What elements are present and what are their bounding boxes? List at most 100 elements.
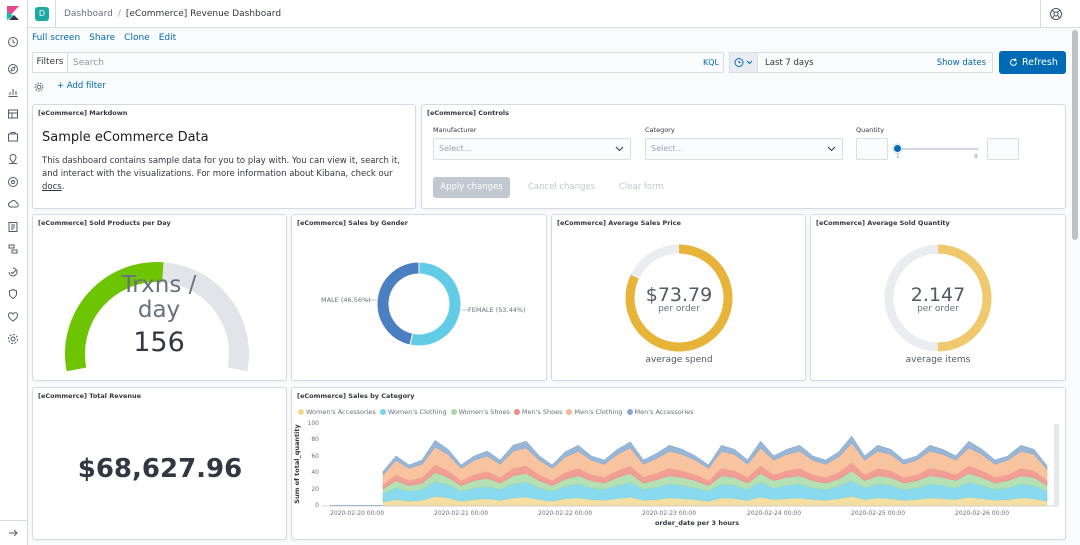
apm-icon[interactable] bbox=[7, 243, 19, 255]
full-screen-link[interactable]: Full screen bbox=[32, 33, 81, 43]
gauge-label-line1: Trxns / bbox=[121, 272, 197, 298]
visualize-icon[interactable] bbox=[7, 86, 19, 98]
gender-donut-chart bbox=[365, 261, 468, 347]
legend-swatch bbox=[450, 409, 457, 415]
legend-swatch bbox=[298, 409, 304, 415]
gauge-value: 156 bbox=[133, 327, 185, 358]
chart-legend: Women's Accessories Women's Clothing Women… bbox=[298, 408, 698, 416]
category-select[interactable]: Select... bbox=[645, 138, 843, 160]
area-series-5[interactable] bbox=[382, 435, 1048, 476]
legend-item[interactable]: Men's Shoes bbox=[513, 408, 563, 416]
manufacturer-select[interactable]: Select... bbox=[433, 138, 631, 160]
x-tick-label: 2020-02-24 00:00 bbox=[747, 510, 802, 517]
category-placeholder: Select... bbox=[651, 144, 684, 153]
markdown-body: This dashboard contains sample data for … bbox=[42, 155, 414, 194]
gauge-label-line2: day bbox=[137, 297, 181, 323]
dashboard-icon[interactable] bbox=[7, 108, 19, 120]
ml-icon[interactable] bbox=[7, 176, 19, 188]
show-dates-link[interactable]: Show dates bbox=[936, 58, 986, 68]
refresh-button[interactable]: Refresh bbox=[999, 51, 1066, 74]
breadcrumb-dashboard[interactable]: Dashboard bbox=[64, 9, 113, 19]
legend-item[interactable]: Men's Accessories bbox=[626, 408, 694, 416]
slider-min-tick: 1 bbox=[896, 153, 900, 160]
legend-item[interactable]: Women's Shoes bbox=[450, 408, 510, 416]
x-tick-label: 2020-02-22 00:00 bbox=[538, 510, 593, 517]
refresh-icon bbox=[1010, 58, 1017, 66]
discover-icon[interactable] bbox=[7, 63, 19, 75]
panel-title: [eCommerce] Total Revenue bbox=[38, 392, 142, 400]
female-slice[interactable] bbox=[409, 261, 462, 347]
y-tick-label: 60 bbox=[311, 452, 319, 460]
legend-item[interactable]: Women's Accessories bbox=[298, 408, 376, 416]
panel-title: [eCommerce] Sales by Category bbox=[297, 392, 415, 400]
chevron-down-icon bbox=[615, 146, 624, 152]
canvas-icon[interactable] bbox=[7, 131, 19, 143]
cancel-changes-button[interactable]: Cancel changes bbox=[528, 182, 596, 192]
gauge-fill bbox=[65, 262, 164, 372]
quantity-slider-track[interactable] bbox=[897, 148, 979, 150]
markdown-text-end: . bbox=[61, 182, 65, 192]
add-filter-link[interactable]: + Add filter bbox=[57, 81, 106, 91]
markdown-text: This dashboard contains sample data for … bbox=[42, 156, 400, 179]
expand-nav-icon[interactable] bbox=[7, 527, 19, 539]
avg-price-panel: [eCommerce] Average Sales Price bbox=[551, 214, 806, 381]
y-tick-label: 100 bbox=[307, 420, 319, 427]
docs-link[interactable]: docs bbox=[42, 182, 62, 192]
share-link[interactable]: Share bbox=[89, 33, 116, 43]
clear-form-button[interactable]: Clear form bbox=[619, 182, 664, 192]
filter-settings-icon[interactable] bbox=[34, 82, 44, 92]
recently-viewed-icon[interactable] bbox=[7, 36, 19, 48]
quantity-max-input[interactable] bbox=[987, 138, 1019, 160]
avg-price-caption: average spend bbox=[645, 355, 713, 365]
avg-price-ring bbox=[625, 244, 733, 352]
x-tick-label: 2020-02-26 00:00 bbox=[955, 510, 1010, 517]
clone-link[interactable]: Clone bbox=[124, 33, 150, 43]
siem-icon[interactable] bbox=[7, 288, 19, 300]
header-bar: D Dashboard / [eCommerce] Revenue Dashboar… bbox=[28, 0, 1080, 28]
space-avatar[interactable]: D bbox=[35, 7, 49, 21]
help-icon[interactable] bbox=[1049, 7, 1063, 21]
female-slice-label: FEMALE (53.44%) bbox=[468, 306, 526, 314]
time-range-value[interactable]: Last 7 days bbox=[765, 58, 814, 68]
panel-title: [eCommerce] Controls bbox=[427, 109, 510, 117]
total-revenue-panel: [eCommerce] Total Revenue bbox=[32, 387, 287, 540]
edit-link[interactable]: Edit bbox=[158, 33, 177, 43]
markdown-heading: Sample eCommerce Data bbox=[42, 130, 209, 145]
quick-select-button[interactable] bbox=[730, 53, 758, 72]
avg-quantity-panel: [eCommerce] Average Sold Quantity bbox=[810, 214, 1066, 381]
legend-label: Women's Accessories bbox=[306, 408, 376, 416]
apply-changes-button[interactable]: Apply changes bbox=[433, 177, 510, 198]
page-scrollbar[interactable] bbox=[1072, 30, 1078, 240]
avg-quantity-caption: average items bbox=[905, 355, 971, 365]
chart-scrollbar[interactable] bbox=[1054, 424, 1059, 506]
y-tick-label: 40 bbox=[311, 469, 319, 477]
search-input[interactable] bbox=[73, 53, 673, 72]
ring-fill bbox=[884, 244, 992, 352]
breadcrumb-current: [eCommerce] Revenue Dashboard bbox=[125, 9, 282, 19]
quantity-min-input[interactable] bbox=[856, 138, 888, 160]
query-bar: Filters KQL bbox=[32, 52, 724, 73]
kibana-logo-icon[interactable] bbox=[6, 6, 20, 20]
infrastructure-icon[interactable] bbox=[7, 198, 19, 210]
panel-title: [eCommerce] Average Sold Quantity bbox=[816, 219, 950, 227]
x-tick-label: 2020-02-20 00:00 bbox=[330, 510, 385, 517]
legend-label: Men's Shoes bbox=[521, 408, 563, 416]
x-tick-label: 2020-02-25 00:00 bbox=[851, 510, 906, 517]
legend-swatch bbox=[626, 409, 633, 415]
management-icon[interactable] bbox=[7, 333, 19, 345]
breadcrumb: Dashboard / [eCommerce] Revenue Dashboard bbox=[64, 9, 281, 19]
ring-fill bbox=[625, 244, 733, 352]
maps-icon[interactable] bbox=[7, 153, 19, 165]
kql-toggle[interactable]: KQL bbox=[703, 58, 719, 67]
legend-item[interactable]: Women's Clothing bbox=[379, 408, 447, 416]
monitoring-icon[interactable] bbox=[7, 311, 19, 323]
panel-title: [eCommerce] Markdown bbox=[38, 109, 128, 117]
filters-label: Filters bbox=[33, 53, 68, 72]
male-slice[interactable] bbox=[376, 261, 420, 346]
quantity-slider-handle[interactable] bbox=[893, 144, 902, 153]
legend-label: Women's Clothing bbox=[387, 408, 447, 416]
uptime-icon[interactable] bbox=[7, 266, 19, 278]
legend-label: Women's Shoes bbox=[458, 408, 510, 416]
logs-icon[interactable] bbox=[7, 221, 19, 233]
legend-item[interactable]: Men's Clothing bbox=[566, 408, 623, 416]
